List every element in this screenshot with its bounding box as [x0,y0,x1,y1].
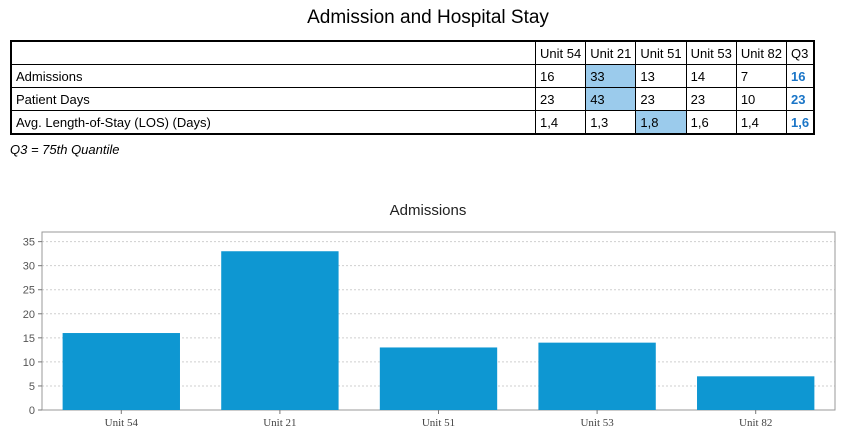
table-cell-highlighted: 1,8 [635,110,687,135]
y-tick-label: 25 [23,285,35,297]
table-cell: 16 [534,64,587,88]
table-cell: 1,6 [685,110,737,135]
bars [62,251,815,410]
q3-cell: 1,6 [786,110,816,135]
footnote: Q3 = 75th Quantile [10,142,120,157]
table-cell: 23 [685,87,737,111]
table-cell: 10 [735,87,788,111]
y-tick-label: 15 [23,333,35,345]
y-tick-label: 35 [23,237,35,249]
table-cell: 1,4 [735,110,788,135]
x-tick-label: Unit 54 [105,417,139,429]
row-label: Admissions [10,64,536,88]
y-tick-label: 10 [23,357,35,369]
y-tick-label: 20 [23,309,35,321]
y-tick-label: 0 [29,405,35,417]
table-row: Patient Days 23 43 23 23 10 23 [10,87,816,111]
bar [538,342,656,410]
x-axis: Unit 54 Unit 21 Unit 51 Unit 53 Unit 82 [105,410,772,429]
q3-cell: 23 [786,87,816,111]
bar [221,251,339,410]
x-tick-label: Unit 21 [263,417,296,429]
bar [379,347,498,410]
x-tick-label: Unit 51 [422,417,455,429]
table-cell: 1,4 [534,110,587,135]
stats-table: Unit 54 Unit 21 Unit 51 Unit 53 Unit 82 … [10,40,816,135]
y-axis: 0 5 10 15 20 25 30 35 [23,237,42,417]
chart-title: Admissions [389,202,467,219]
table-header-row: Unit 54 Unit 21 Unit 51 Unit 53 Unit 82 … [10,40,816,65]
table-cell-highlighted: 43 [585,87,637,111]
y-tick-label: 5 [29,381,35,393]
q3-cell: 16 [786,64,816,88]
table-header-cell: Unit 51 [635,40,687,65]
row-label: Patient Days [10,87,536,111]
table-header-cell: Unit 82 [735,40,788,65]
table-header-cell: Unit 53 [685,40,737,65]
table-cell: 13 [635,64,687,88]
y-tick-label: 30 [23,261,35,273]
bar [62,333,180,410]
table-header-cell: Q3 [786,40,816,65]
table-header-cell [10,40,536,65]
table-cell: 23 [635,87,687,111]
table-cell: 1,3 [585,110,637,135]
table-header-cell: Unit 54 [534,40,587,65]
table-cell: 14 [685,64,737,88]
row-label: Avg. Length-of-Stay (LOS) (Days) [10,110,536,135]
table-cell-highlighted: 33 [585,64,637,88]
table-cell: 23 [534,87,587,111]
x-tick-label: Unit 82 [739,417,772,429]
bar [697,376,815,410]
table-row: Avg. Length-of-Stay (LOS) (Days) 1,4 1,3… [10,110,816,135]
x-tick-label: Unit 53 [580,417,614,429]
page-title: Admission and Hospital Stay [307,7,549,28]
